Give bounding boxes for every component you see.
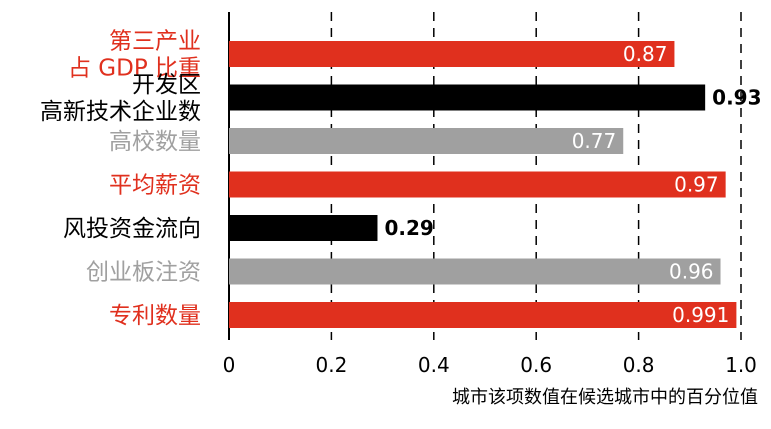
x-axis-title: 城市该项数值在候选城市中的百分位值 bbox=[452, 387, 758, 408]
x-tick-label: 0.8 bbox=[623, 353, 655, 377]
bar bbox=[229, 41, 675, 67]
x-tick-label: 0.6 bbox=[520, 353, 552, 377]
bar bbox=[229, 84, 706, 111]
category-label: 开发区 bbox=[132, 72, 201, 98]
x-axis: 0 0.2 0.4 0.6 0.8 1.0 bbox=[223, 353, 757, 377]
category-label: 占 GDP 比重 bbox=[68, 56, 201, 82]
category-label: 高新技术企业数 bbox=[40, 99, 201, 125]
data-label: 0.87 bbox=[623, 42, 668, 66]
x-tick-label: 1.0 bbox=[725, 353, 757, 377]
x-tick-label: 0.4 bbox=[418, 353, 450, 377]
data-label: 0.96 bbox=[669, 260, 714, 284]
bar bbox=[229, 171, 726, 198]
bar bbox=[229, 215, 378, 241]
bar bbox=[229, 128, 624, 154]
data-label: 0.77 bbox=[572, 129, 617, 153]
bars bbox=[229, 41, 737, 328]
category-label: 创业板注资 bbox=[86, 260, 201, 286]
category-label: 专利数量 bbox=[109, 303, 201, 329]
data-label: 0.29 bbox=[384, 216, 433, 240]
value-labels: 0.87 0.93 0.77 0.97 0.29 0.96 0.991 bbox=[384, 42, 761, 327]
category-label: 平均薪资 bbox=[109, 173, 201, 199]
bar bbox=[229, 302, 737, 328]
category-label: 风投资金流向 bbox=[63, 216, 201, 242]
category-label: 高校数量 bbox=[109, 129, 201, 155]
bar bbox=[229, 258, 721, 285]
category-label: 第三产业 bbox=[109, 29, 201, 55]
data-label: 0.93 bbox=[712, 86, 761, 110]
x-tick-label: 0.2 bbox=[315, 353, 347, 377]
x-tick-label: 0 bbox=[223, 353, 236, 377]
data-label: 0.97 bbox=[674, 173, 719, 197]
data-label: 0.991 bbox=[672, 303, 729, 327]
